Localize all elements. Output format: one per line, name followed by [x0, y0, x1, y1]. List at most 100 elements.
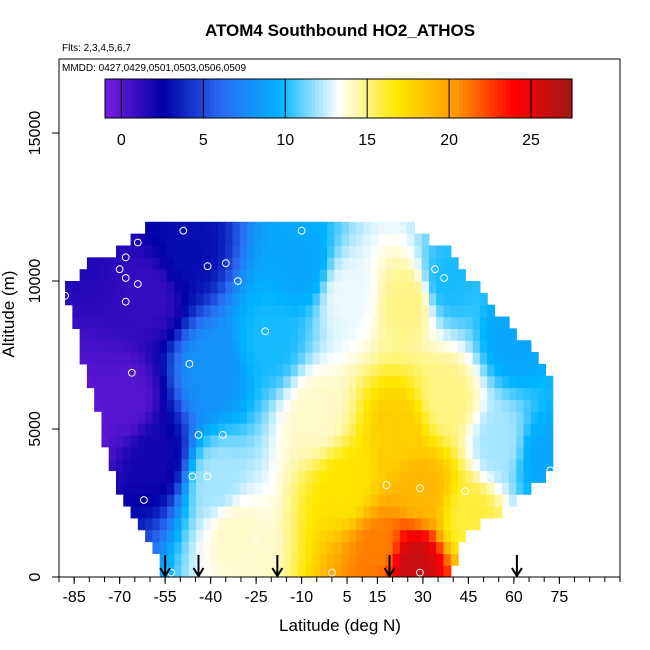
heatmap-cell [196, 446, 204, 460]
heatmap-cell [494, 411, 503, 424]
heatmap-cell [254, 553, 263, 566]
heatmap-cell [152, 434, 161, 448]
heatmap-cell [145, 269, 153, 282]
colorbar-segment [167, 79, 172, 118]
heatmap-cell [450, 316, 459, 329]
heatmap-cell [443, 292, 452, 306]
heatmap-cell [319, 245, 328, 258]
heatmap-cell [421, 316, 430, 329]
heatmap-cell [363, 553, 372, 566]
heatmap-cell [283, 233, 292, 247]
heatmap-cell [530, 446, 539, 460]
heatmap-cell [290, 494, 299, 507]
heatmap-cell [108, 434, 117, 448]
heatmap-cell [254, 423, 263, 436]
colorbar-segment [404, 79, 410, 118]
heatmap-cell [232, 269, 241, 282]
heatmap-cell [458, 352, 466, 365]
heatmap-cell [370, 257, 379, 270]
colorbar-segment [431, 79, 437, 118]
heatmap-cell [137, 470, 146, 483]
heatmap-cell [428, 269, 437, 282]
heatmap-cell [268, 434, 277, 448]
heatmap-cell [414, 470, 423, 483]
heatmap-cell [130, 434, 139, 448]
colorbar-segment [560, 79, 565, 118]
heatmap-cell [472, 399, 481, 412]
heatmap-cell [261, 257, 270, 270]
heatmap-cell [501, 470, 510, 483]
heatmap-cell [443, 363, 452, 377]
heatmap-cell [116, 292, 124, 306]
colorbar-segment [140, 79, 145, 118]
colorbar-tick-label: 25 [522, 132, 540, 149]
heatmap-cell [465, 292, 474, 306]
heatmap-cell [538, 434, 546, 448]
heatmap-cell [188, 245, 197, 258]
heatmap-cell [414, 352, 423, 365]
heatmap-cell [116, 423, 124, 436]
heatmap-cell [130, 292, 139, 306]
heatmap-cell [159, 292, 168, 306]
heatmap-cell [225, 269, 234, 282]
heatmap-cell [363, 482, 372, 495]
colorbar-tick-label: 20 [440, 132, 458, 149]
heatmap-cell [472, 446, 481, 460]
heatmap-cell [334, 553, 343, 566]
heatmap-cell [283, 411, 292, 424]
heatmap-cell [254, 304, 263, 318]
sample-point [261, 327, 270, 336]
sample-point [297, 226, 306, 235]
heatmap-cell [407, 529, 415, 543]
heatmap-cell [217, 494, 226, 507]
heatmap-cell [181, 269, 190, 282]
heatmap-cell [407, 257, 415, 270]
heatmap-cell [130, 458, 139, 472]
heatmap-cell [225, 411, 234, 424]
heatmap-cell [458, 316, 466, 329]
heatmap-cell [494, 470, 503, 483]
heatmap-cell [450, 387, 459, 400]
heatmap-cell [152, 423, 161, 436]
heatmap-cell [232, 446, 241, 460]
heatmap-cell [268, 482, 277, 495]
heatmap-cell [363, 494, 372, 507]
heatmap-cell [217, 375, 226, 389]
heatmap-cell [145, 375, 153, 389]
heatmap-cell [297, 292, 306, 306]
heatmap-cell [436, 292, 445, 306]
heatmap-cell [327, 505, 335, 519]
heatmap-cell [203, 328, 212, 341]
heatmap-cell [341, 245, 350, 258]
heatmap-cell [232, 363, 241, 377]
heatmap-cell [363, 529, 372, 543]
heatmap-cell [312, 529, 321, 543]
heatmap-cell [378, 541, 386, 554]
heatmap-cell [188, 482, 197, 495]
heatmap-cell [159, 505, 168, 519]
profile-arrow-head [192, 567, 205, 578]
heatmap-cell [356, 328, 365, 341]
heatmap-cell [378, 482, 386, 495]
heatmap-cell [174, 470, 183, 483]
colorbar-segment [482, 79, 487, 118]
heatmap-cell [327, 233, 335, 247]
heatmap-cell [188, 316, 197, 329]
heatmap-cell [174, 411, 183, 424]
heatmap-cell [450, 304, 459, 318]
heatmap-cell [414, 387, 423, 400]
heatmap-cell [225, 517, 234, 531]
heatmap-cell [166, 340, 175, 353]
heatmap-cell [399, 245, 408, 258]
heatmap-cell [348, 269, 357, 282]
heatmap-cell [494, 434, 503, 448]
heatmap-cell [232, 316, 241, 329]
heatmap-cell [305, 494, 314, 507]
heatmap-cell [392, 553, 401, 566]
heatmap-cell [378, 553, 386, 566]
heatmap-cell [494, 340, 503, 353]
heatmap-cell [341, 387, 350, 400]
heatmap-cell [130, 340, 139, 353]
heatmap-cell [297, 505, 306, 519]
heatmap-cell [86, 352, 95, 365]
